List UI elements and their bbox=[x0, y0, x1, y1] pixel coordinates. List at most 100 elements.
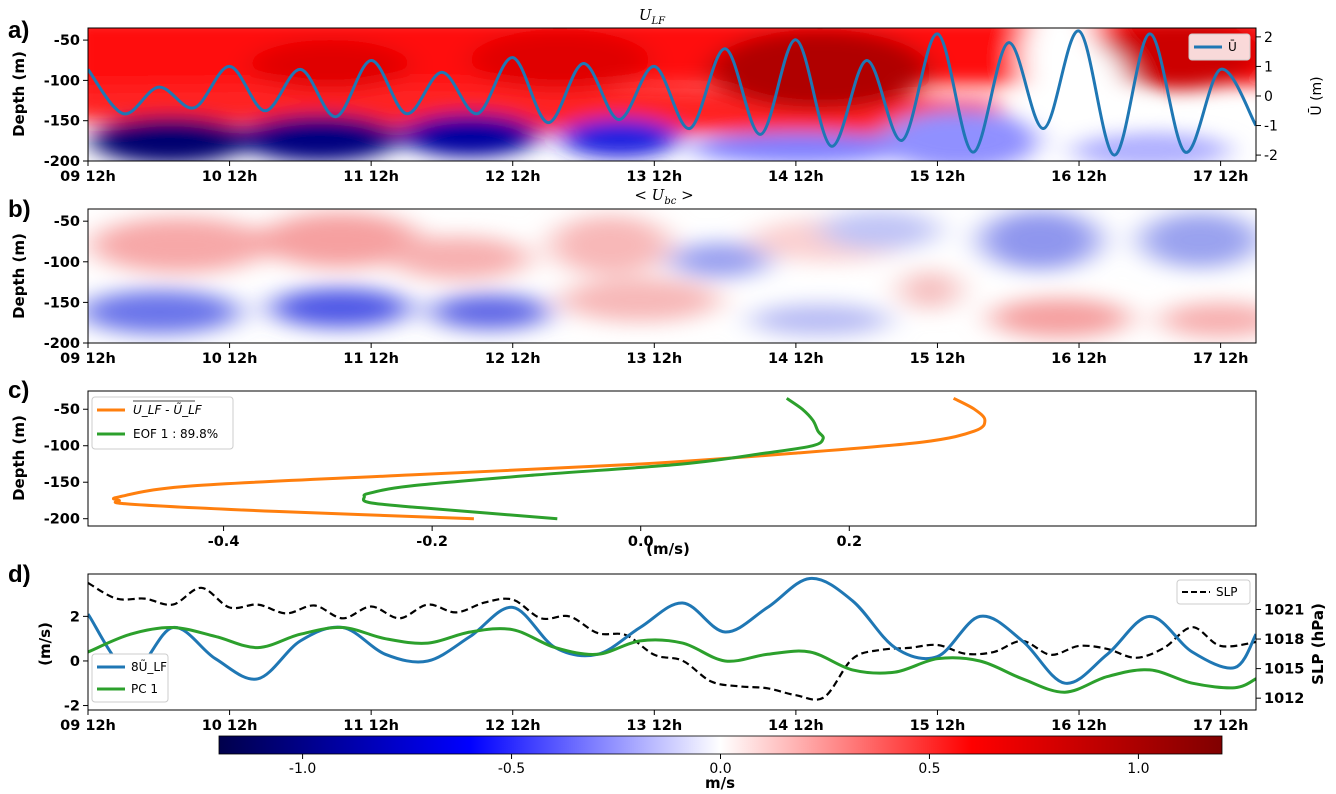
panel-a-xtick-label-4: 13 12h bbox=[626, 169, 682, 185]
panel-c-line-ulf bbox=[111, 396, 987, 521]
panel-d-y2tick-label-1: 1018 bbox=[1264, 632, 1304, 648]
panel-a-xtick-label-3: 12 12h bbox=[485, 169, 541, 185]
panel-c-frame bbox=[87, 390, 1257, 527]
panel-a-y2tick-label-2: 0 bbox=[1264, 89, 1273, 105]
panel-b-axes: 09 12h 10 12h 11 12h 12 12h 13 12h 14 12h 15 1… bbox=[44, 214, 1249, 367]
panel-c-legend-ulf: U_LF - Ũ_LF bbox=[133, 402, 203, 417]
panel-a-xtick-label-7: 16 12h bbox=[1051, 169, 1107, 185]
panel-a-xtick-label-2: 11 12h bbox=[343, 169, 399, 185]
panel-b-ytick-label-0: -50 bbox=[54, 214, 80, 230]
panel-c-xtick-label-2: 0.0 bbox=[628, 534, 654, 550]
panel-c-line-eof1 bbox=[361, 397, 825, 521]
panel-d-y2tick-label-0: 1021 bbox=[1264, 602, 1304, 618]
panel-c-plot bbox=[111, 396, 987, 521]
panel-b-ytick-label-2: -150 bbox=[44, 295, 80, 311]
panel-c-xlabel: (m/s) bbox=[646, 540, 690, 558]
panel-c-ytick-label-2: -150 bbox=[44, 475, 80, 491]
panel-label-b: b) bbox=[8, 196, 31, 223]
panel-d-xtick-label-3: 12 12h bbox=[485, 718, 541, 734]
colorbar-tick-label-4: 1.0 bbox=[1127, 761, 1149, 777]
panel-c-xtick-label-1: -0.2 bbox=[416, 534, 448, 550]
panel-a-xtick-label-1: 10 12h bbox=[202, 169, 258, 185]
panel-b-xtick-label-1: 10 12h bbox=[202, 351, 258, 367]
panel-label-d: d) bbox=[8, 561, 31, 588]
colorbar bbox=[218, 735, 1223, 755]
panel-d-xtick-label-6: 15 12h bbox=[910, 718, 966, 734]
panel-b-title: < Ubc > bbox=[634, 186, 693, 207]
panel-a-y2label: Ū (m) bbox=[1308, 76, 1325, 115]
panel-a-ytick-label-2: -150 bbox=[44, 114, 80, 130]
panel-a-legend-label: Ū bbox=[1228, 40, 1237, 54]
panel-label-a: a) bbox=[8, 17, 29, 44]
panel-d-line-pc1 bbox=[88, 625, 1256, 694]
panel-b-xtick-label-2: 11 12h bbox=[343, 351, 399, 367]
panel-c-ytick-label-3: -200 bbox=[44, 512, 80, 528]
colorbar-tick-label-1: -0.5 bbox=[498, 761, 525, 777]
panel-a-xtick-label-0: 09 12h bbox=[60, 169, 116, 185]
colorbar-ticks: -1.0 -0.5 0.0 0.5 1.0 bbox=[289, 754, 1150, 777]
colorbar-tick-label-3: 0.5 bbox=[918, 761, 940, 777]
panel-a-axes: 09 12h 10 12h 11 12h 12 12h 13 12h 14 12h 15 1… bbox=[44, 30, 1278, 185]
panel-d-xtick-label-5: 14 12h bbox=[768, 718, 824, 734]
panel-a-xtick-label-6: 15 12h bbox=[910, 169, 966, 185]
panel-a-y2tick-label-0: 2 bbox=[1264, 30, 1273, 46]
panel-a-heatmap bbox=[88, 28, 1256, 161]
panel-c-xtick-label-0: -0.4 bbox=[208, 534, 240, 550]
panel-a-y2tick-label-3: -1 bbox=[1264, 119, 1278, 135]
panel-b-heatmap bbox=[88, 209, 1256, 343]
panel-d-ylabel: (m/s) bbox=[36, 622, 54, 666]
colorbar-label: m/s bbox=[705, 774, 735, 792]
panel-d-xtick-label-8: 17 12h bbox=[1193, 718, 1249, 734]
panel-a-title: ULF bbox=[639, 6, 666, 27]
panel-d-xtick-label-1: 10 12h bbox=[202, 718, 258, 734]
panel-d-plot bbox=[88, 576, 1256, 701]
panel-d-legend-8ulf: 8Ũ_LF bbox=[131, 659, 167, 674]
panel-a-legend: Ū bbox=[1188, 33, 1251, 61]
panel-d-xtick-label-7: 16 12h bbox=[1051, 718, 1107, 734]
panel-a-y2tick-label-1: 1 bbox=[1264, 59, 1273, 75]
panel-d-y2label: SLP (hPa) bbox=[1309, 603, 1327, 685]
panel-a-frame bbox=[87, 27, 1257, 162]
panel-b-xtick-label-8: 17 12h bbox=[1193, 351, 1249, 367]
panel-b-ytick-label-3: -200 bbox=[44, 336, 80, 352]
panel-a-u-line bbox=[88, 29, 1256, 157]
panel-a-xtick-label-8: 17 12h bbox=[1193, 169, 1249, 185]
panel-c-legend: U_LF - Ũ_LF EOF 1 : 89.8% bbox=[91, 396, 234, 450]
panel-a-ytick-label-1: -100 bbox=[44, 73, 80, 89]
colorbar-tick-label-2: 0.0 bbox=[709, 761, 731, 777]
panel-d-line-8ulf bbox=[88, 576, 1256, 685]
panel-a-ytick-label-3: -200 bbox=[44, 154, 80, 170]
panel-a-y2tick-label-4: -2 bbox=[1264, 148, 1278, 164]
panel-d-frame bbox=[87, 573, 1257, 711]
panel-b-xtick-label-6: 15 12h bbox=[910, 351, 966, 367]
panel-c-legend-eof1: EOF 1 : 89.8% bbox=[133, 427, 218, 441]
panel-d-legend-slp-label: SLP bbox=[1216, 585, 1238, 599]
panel-c-xtick-label-3: 0.2 bbox=[836, 534, 862, 550]
panel-d-line-slp bbox=[88, 581, 1256, 701]
panel-a-ytick-label-0: -50 bbox=[54, 33, 80, 49]
panel-b-xtick-label-7: 16 12h bbox=[1051, 351, 1107, 367]
panel-d-legend-pc1: PC 1 bbox=[131, 682, 158, 696]
panel-c-ytick-label-0: -50 bbox=[54, 402, 80, 418]
panel-label-c: c) bbox=[8, 377, 29, 404]
panel-b-ytick-label-1: -100 bbox=[44, 255, 80, 271]
panel-c-ytick-label-1: -100 bbox=[44, 439, 80, 455]
panel-b-xtick-label-0: 09 12h bbox=[60, 351, 116, 367]
panel-d-ytick-label-1: 0 bbox=[70, 654, 80, 670]
panel-d-legend-main: 8Ũ_LF PC 1 bbox=[91, 653, 169, 703]
panel-d-xtick-label-0: 09 12h bbox=[60, 718, 116, 734]
panel-b-xtick-label-3: 12 12h bbox=[485, 351, 541, 367]
panel-a-ylabel: Depth (m) bbox=[10, 51, 28, 137]
colorbar-tick-label-0: -1.0 bbox=[289, 761, 316, 777]
panel-c-axes: -0.4 -0.2 0.0 0.2 -50 -100 -150 -200 bbox=[44, 402, 862, 550]
panel-d-y2tick-label-3: 1012 bbox=[1264, 691, 1304, 707]
panel-d-ytick-label-2: -2 bbox=[64, 699, 80, 715]
panel-b-xtick-label-4: 13 12h bbox=[626, 351, 682, 367]
panel-c-ylabel: Depth (m) bbox=[10, 415, 28, 501]
panel-d-xtick-label-4: 13 12h bbox=[626, 718, 682, 734]
panel-b-ylabel: Depth (m) bbox=[10, 233, 28, 319]
panel-b-frame bbox=[87, 208, 1257, 344]
panel-b-xtick-label-5: 14 12h bbox=[768, 351, 824, 367]
panel-d-ytick-label-0: 2 bbox=[70, 609, 80, 625]
